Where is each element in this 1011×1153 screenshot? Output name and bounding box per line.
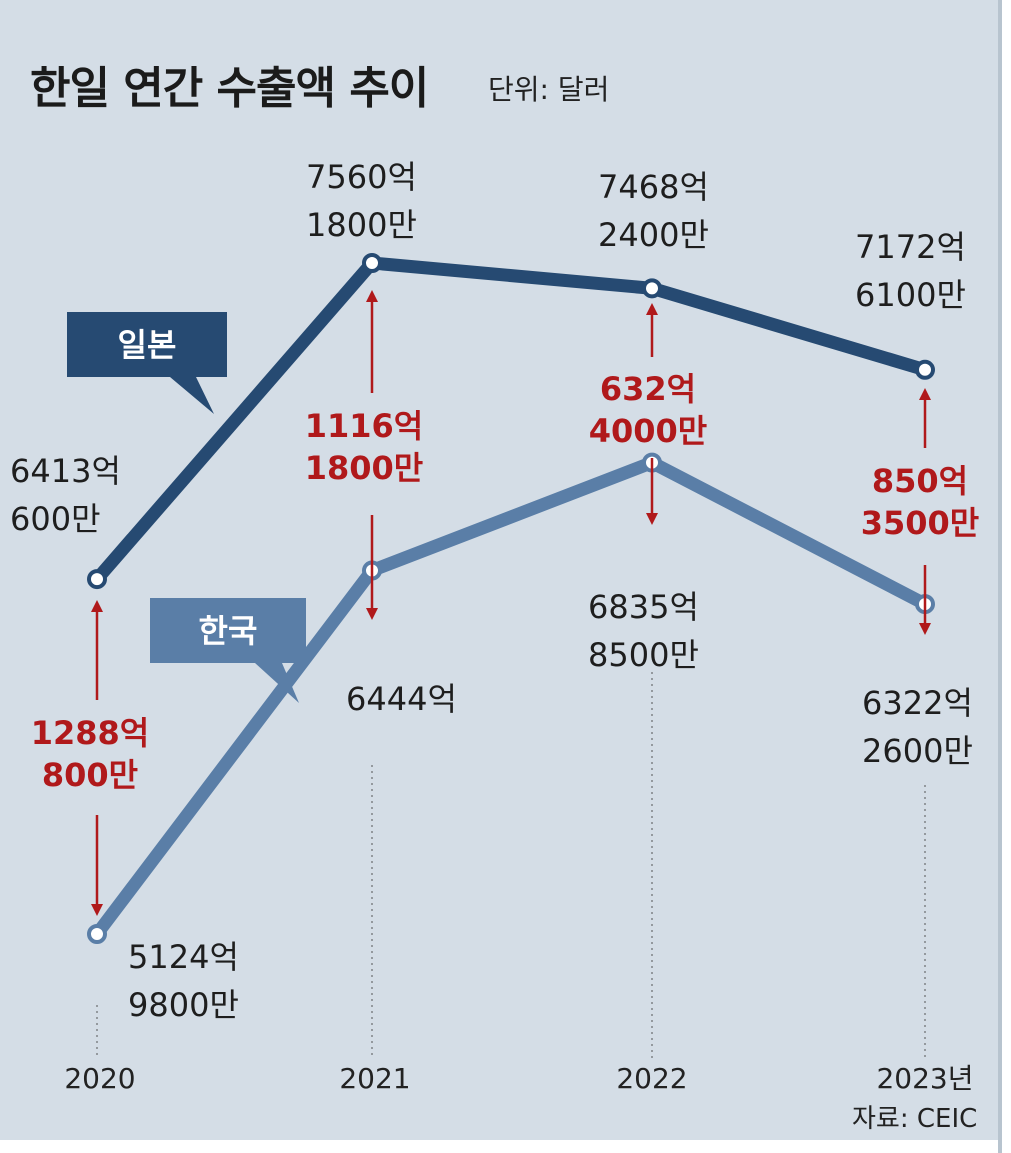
difference-arrowhead [646,513,658,525]
korea-value-label: 5124억 [128,938,239,976]
japan-value-label: 6413억 [10,452,121,490]
difference-label: 4000만 [589,412,708,450]
japan-value-label: 7468억 [598,168,709,206]
difference-arrowhead [366,608,378,620]
panel-edge [998,0,1002,1153]
korea-series-line [90,456,932,941]
difference-arrowhead [91,600,103,612]
korea-value-label: 6444억 [346,680,457,718]
difference-label: 632억 [600,370,696,408]
korea-tag-pointer [255,663,299,703]
difference-label: 800만 [42,756,138,794]
japan-data-point [362,253,382,273]
difference-label: 3500만 [861,504,980,542]
korea-value-label: 8500만 [588,636,699,674]
difference-arrowhead [646,303,658,315]
chart-title: 한일 연간 수출액 추이 [30,63,429,114]
korea-value-label: 2600만 [862,732,973,770]
x-axis-tick-label: 2020 [64,1062,135,1095]
chart-background [0,0,1000,1140]
korea-data-point [87,924,107,944]
japan-value-label: 1800만 [306,206,417,244]
difference-label: 1800만 [305,449,424,487]
japan-value-label: 600만 [10,500,101,538]
x-axis-tick-label: 2023년 [876,1062,973,1095]
korea-value-label: 6835억 [588,588,699,626]
x-axis-tick-label: 2021 [339,1062,410,1095]
japan-value-label: 7172억 [855,228,966,266]
x-axis-tick-label: 2022 [616,1062,687,1095]
japan-tag-box [67,312,227,377]
difference-label: 1288억 [31,714,150,752]
unit-label: 단위: 달러 [488,73,610,106]
japan-data-point [642,278,662,299]
difference-arrowhead [91,904,103,916]
japan-series-tag: 일본 [118,326,177,364]
japan-value-label: 6100만 [855,276,966,314]
japan-value-label: 7560억 [306,158,417,196]
japan-tag-pointer [170,377,214,414]
source-label: 자료: CEIC [852,1104,978,1134]
korea-value-label: 6322억 [862,684,973,722]
korea-series-tag: 한국 [199,612,258,650]
difference-arrowhead [919,388,931,400]
difference-arrowhead [919,623,931,635]
difference-label: 850억 [872,462,968,500]
korea-value-label: 9800만 [128,986,239,1024]
japan-series-line [90,256,932,586]
japan-value-label: 2400만 [598,216,709,254]
korea-tag-box [150,598,306,663]
difference-label: 1116억 [305,407,424,445]
japan-data-point [915,359,935,380]
difference-arrowhead [366,290,378,302]
japan-data-point [87,569,107,590]
